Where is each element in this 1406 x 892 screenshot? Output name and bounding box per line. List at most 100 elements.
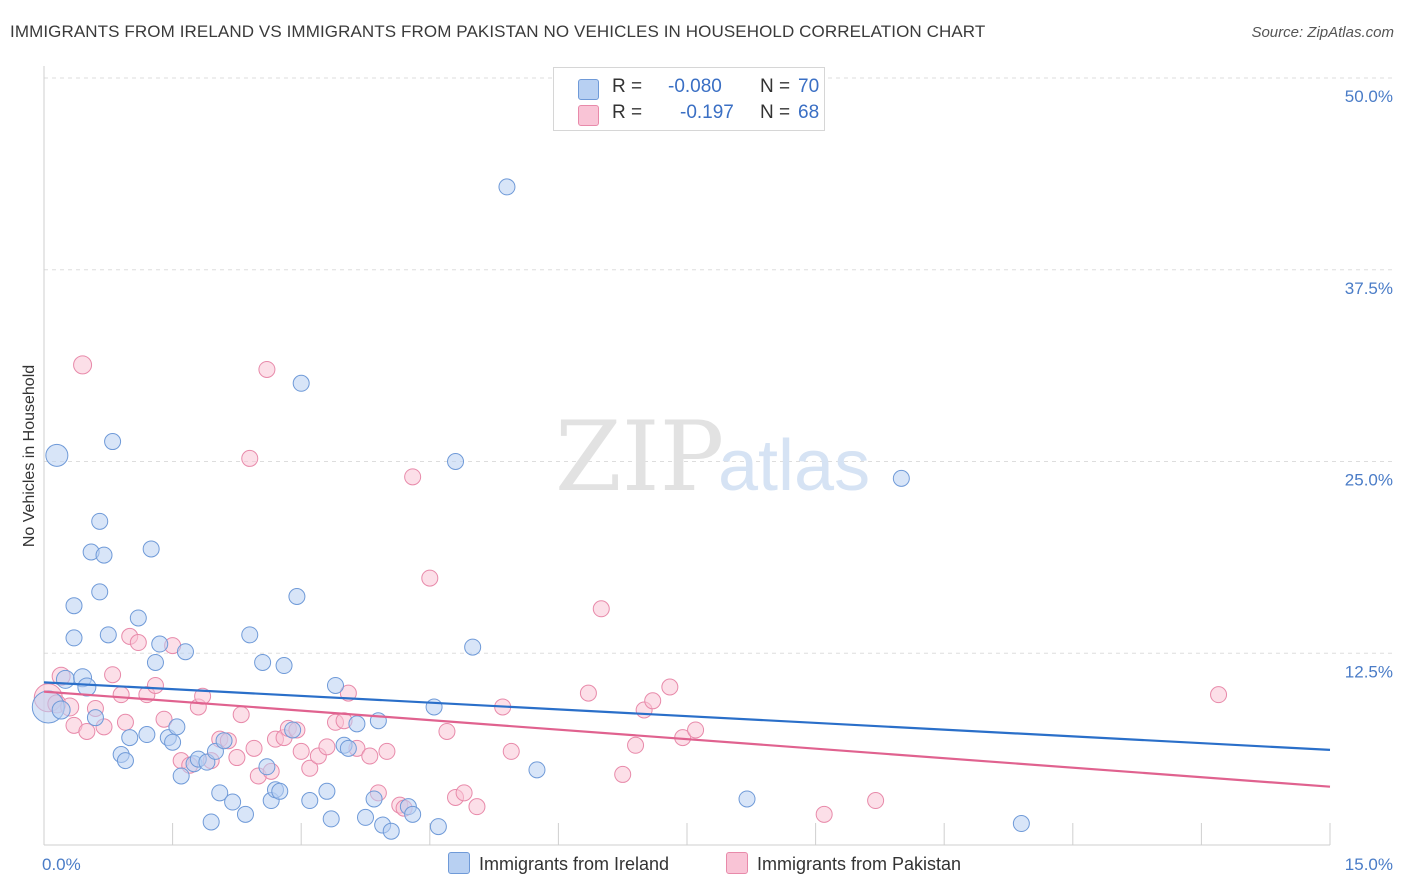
ireland-point — [215, 732, 233, 750]
ireland-point — [224, 793, 242, 811]
y-tick-label: 25.0% — [1345, 471, 1393, 490]
trend-lines — [43, 681, 1331, 788]
ireland-point — [129, 609, 147, 627]
ireland-point — [301, 792, 319, 810]
ireland-point — [404, 805, 422, 823]
pakistan-point — [468, 798, 486, 816]
legend-r-value: -0.080 — [668, 76, 722, 97]
ireland-point — [168, 718, 186, 736]
watermark-atlas: atlas — [718, 426, 870, 506]
pakistan-point — [438, 722, 456, 740]
pakistan-point — [155, 710, 173, 728]
y-tick-label: 37.5% — [1345, 279, 1393, 298]
pakistan-point — [245, 739, 263, 757]
ireland-point — [121, 729, 139, 747]
pakistan-point — [228, 749, 246, 767]
pakistan-point — [579, 684, 597, 702]
pakistan-point — [292, 742, 310, 760]
ireland-point — [176, 643, 194, 661]
ireland-point — [1012, 815, 1030, 833]
legend-n-label: N = — [760, 76, 791, 97]
pakistan-point — [104, 666, 122, 684]
ireland-point — [425, 698, 443, 716]
ireland-legend-label: Immigrants from Ireland — [479, 854, 670, 874]
ireland-point — [339, 739, 357, 757]
ireland-point — [77, 677, 97, 697]
ireland-point — [284, 721, 302, 739]
ireland-point — [86, 709, 104, 727]
ireland-point — [738, 790, 756, 808]
pakistan-point — [112, 686, 130, 704]
legend-r-value: -0.197 — [680, 102, 734, 123]
pakistan-point — [455, 784, 473, 802]
ireland-point — [447, 453, 465, 470]
ireland-point — [116, 752, 134, 770]
watermark: ZIP atlas — [555, 401, 870, 513]
y-axis-label: No Vehicles in Household — [21, 365, 38, 547]
ireland-point — [528, 761, 546, 779]
ireland-points — [31, 178, 1030, 840]
legend-n-value: 70 — [798, 76, 820, 97]
pakistan-point — [301, 759, 319, 777]
legend-r-label: R = — [612, 102, 643, 123]
y-tick-label: 50.0% — [1345, 87, 1393, 106]
ireland-point — [164, 733, 182, 751]
ireland-point — [357, 808, 374, 826]
pakistan-point — [129, 634, 147, 652]
ireland-point — [275, 657, 293, 675]
ireland-legend-swatch — [448, 852, 470, 874]
y-tick-label: 12.5% — [1345, 662, 1393, 681]
pakistan-point — [361, 747, 379, 765]
ireland-point — [151, 635, 169, 653]
x-tick-label: 15.0% — [1345, 855, 1393, 874]
ireland-point — [138, 726, 156, 744]
ireland-point — [258, 758, 276, 776]
ireland-point — [45, 443, 69, 467]
pakistan-trend-line — [43, 690, 1331, 788]
pakistan-point — [78, 722, 96, 740]
bottom-legend-ireland: Immigrants from Ireland — [448, 852, 669, 875]
bottom-legend-pakistan: Immigrants from Pakistan — [726, 852, 961, 875]
ireland-point — [348, 715, 366, 733]
pakistan-point — [318, 738, 336, 756]
ireland-point — [142, 540, 160, 558]
pakistan-point — [661, 678, 679, 696]
pakistan-point — [73, 355, 93, 375]
legend-r-label: R = — [612, 76, 643, 97]
ireland-point — [95, 546, 113, 564]
ireland-point — [498, 178, 516, 196]
ireland-point — [382, 822, 400, 840]
ireland-point — [241, 626, 259, 644]
pakistan-point — [421, 569, 439, 587]
ireland-point — [65, 629, 83, 647]
pakistan-point — [404, 468, 422, 486]
ireland-point — [326, 676, 344, 694]
pakistan-legend-label: Immigrants from Pakistan — [757, 854, 962, 874]
x-tick-label: 0.0% — [42, 855, 81, 874]
ireland-point — [292, 374, 310, 392]
chart-title: IMMIGRANTS FROM IRELAND VS IMMIGRANTS FR… — [10, 22, 986, 41]
source-label: Source: ZipAtlas.com — [1251, 24, 1394, 41]
ireland-point — [99, 626, 117, 644]
tick-labels: 12.5% 25.0% 37.5% 50.0% 0.0% 15.0% — [42, 87, 1393, 874]
ireland-point — [146, 653, 164, 671]
pakistan-point — [502, 742, 520, 760]
pakistan-point — [232, 706, 250, 724]
pakistan-point — [627, 736, 645, 754]
pakistan-point — [614, 765, 632, 783]
ireland-point — [892, 469, 910, 487]
ireland-swatch — [578, 79, 599, 100]
pakistan-point — [592, 600, 610, 618]
pakistan-point — [867, 792, 885, 810]
ireland-point — [318, 782, 336, 800]
ireland-point — [65, 597, 83, 615]
ireland-trend-line — [43, 681, 1331, 751]
pakistan-legend-swatch — [726, 852, 748, 874]
pakistan-point — [146, 676, 164, 694]
pakistan-point — [241, 449, 259, 467]
ireland-point — [429, 818, 447, 836]
pakistan-point — [116, 713, 134, 731]
legend-n-value: 68 — [798, 102, 820, 123]
pakistan-swatch — [578, 105, 599, 126]
grid-lines — [44, 77, 1392, 654]
